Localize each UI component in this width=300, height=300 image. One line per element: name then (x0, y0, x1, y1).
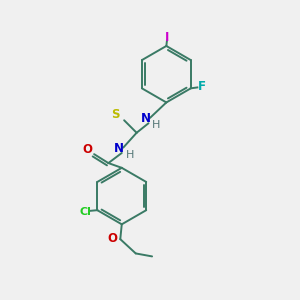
Text: O: O (107, 232, 117, 245)
Text: F: F (198, 80, 206, 93)
Text: S: S (112, 108, 120, 122)
Text: O: O (82, 143, 93, 156)
Text: I: I (165, 31, 169, 44)
Text: N: N (114, 142, 124, 155)
Text: H: H (152, 120, 161, 130)
Text: H: H (126, 150, 134, 160)
Text: Cl: Cl (80, 207, 92, 217)
Text: N: N (140, 112, 151, 125)
